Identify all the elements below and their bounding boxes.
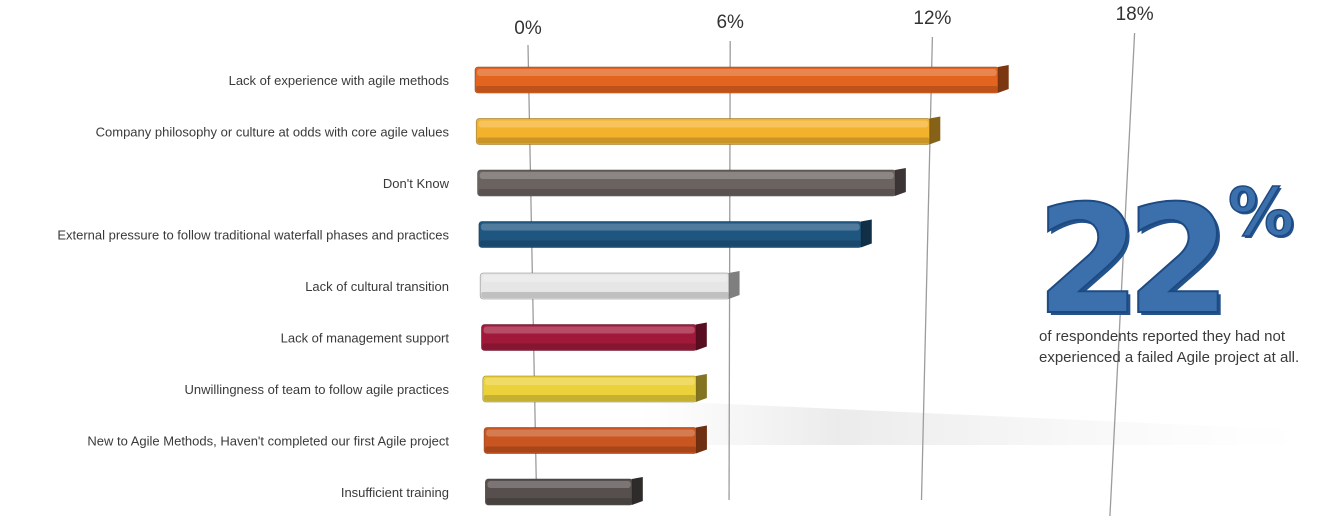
bar-bottom-shade bbox=[485, 446, 696, 453]
bar bbox=[478, 219, 872, 248]
x-tick-label: 6% bbox=[716, 12, 744, 33]
category-label: New to Agile Methods, Haven't completed … bbox=[87, 434, 449, 449]
bar-highlight bbox=[487, 481, 631, 488]
bar-outline bbox=[484, 478, 634, 506]
bar-endcap bbox=[631, 477, 643, 505]
bar-highlight bbox=[486, 429, 695, 437]
bar-outline bbox=[477, 169, 897, 197]
bar-bottom-shade bbox=[486, 498, 632, 504]
bar-bottom-shade bbox=[477, 137, 930, 144]
x-tick-label: 12% bbox=[913, 8, 951, 29]
bar-highlight bbox=[484, 378, 695, 385]
bar bbox=[482, 374, 707, 403]
stat-caption: of respondents reported they had not exp… bbox=[1039, 328, 1300, 366]
bar-endcap bbox=[997, 65, 1009, 93]
category-label: Lack of experience with agile methods bbox=[229, 73, 450, 88]
category-label: Don't Know bbox=[383, 176, 450, 191]
bar-bottom-shade bbox=[479, 240, 861, 247]
bar-highlight bbox=[478, 120, 929, 128]
gridline-12 bbox=[920, 36, 934, 501]
bar-endcap bbox=[929, 116, 941, 145]
bars bbox=[474, 65, 1009, 506]
gridline-18 bbox=[1109, 32, 1136, 517]
bar-outline bbox=[478, 221, 863, 248]
stat-number: 22 bbox=[1035, 174, 1232, 348]
bar-highlight bbox=[483, 326, 695, 334]
bar-bottom-shade bbox=[476, 86, 998, 92]
category-label: Company philosophy or culture at odds wi… bbox=[96, 125, 450, 140]
bar-endcap bbox=[695, 425, 707, 454]
bar bbox=[474, 65, 1009, 94]
bar-outline bbox=[479, 272, 730, 300]
category-label: External pressure to follow traditional … bbox=[57, 228, 449, 243]
bar bbox=[479, 271, 740, 300]
bar-endcap bbox=[695, 374, 707, 402]
bar-outline bbox=[481, 324, 698, 351]
category-label: Lack of cultural transition bbox=[305, 279, 449, 294]
bar bbox=[481, 322, 707, 351]
bar-bottom-shade bbox=[478, 189, 895, 195]
bar-highlight bbox=[482, 275, 728, 282]
category-label: Lack of management support bbox=[281, 331, 450, 346]
bar-highlight bbox=[477, 69, 997, 76]
floor-shadow bbox=[640, 400, 1300, 445]
bar-outline bbox=[482, 375, 698, 403]
category-labels: Lack of experience with agile methods Com… bbox=[57, 73, 449, 500]
bar-outline bbox=[483, 427, 698, 454]
bar bbox=[483, 425, 707, 454]
bar-endcap bbox=[860, 219, 872, 248]
gridlines bbox=[527, 32, 1136, 517]
bar-outline bbox=[475, 118, 931, 145]
bar-highlight bbox=[479, 172, 894, 179]
x-tick-label: 0% bbox=[514, 18, 542, 39]
bar-endcap bbox=[695, 322, 707, 351]
x-tick-label: 18% bbox=[1116, 4, 1154, 25]
bar-bottom-shade bbox=[481, 292, 729, 298]
category-label: Unwillingness of team to follow agile pr… bbox=[185, 382, 450, 397]
bar bbox=[484, 477, 643, 506]
bar-endcap bbox=[894, 168, 906, 196]
bar-endcap bbox=[728, 271, 740, 299]
bar-bottom-shade bbox=[483, 395, 696, 401]
gridline-6 bbox=[728, 40, 731, 501]
category-label: Insufficient training bbox=[341, 485, 449, 500]
bar bbox=[477, 168, 906, 197]
x-axis-ticks: 0% 6% 12% 18% bbox=[514, 4, 1153, 39]
bar bbox=[475, 116, 941, 145]
stat-percent-sign: % bbox=[1227, 174, 1295, 251]
bar-outline bbox=[474, 66, 1000, 94]
bar-highlight bbox=[480, 223, 860, 231]
bar-bottom-shade bbox=[482, 343, 696, 350]
